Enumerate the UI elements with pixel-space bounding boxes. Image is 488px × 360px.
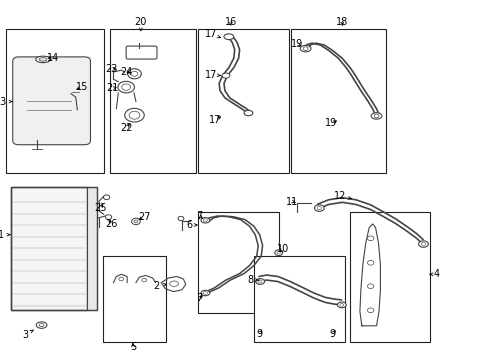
- Ellipse shape: [300, 45, 310, 52]
- Text: 10: 10: [276, 244, 288, 254]
- Text: 17: 17: [204, 29, 220, 39]
- Bar: [11, 187, 86, 310]
- Text: 21: 21: [106, 83, 119, 93]
- Ellipse shape: [418, 241, 427, 247]
- Ellipse shape: [169, 281, 178, 287]
- Text: 19: 19: [290, 39, 303, 49]
- Text: 20: 20: [134, 17, 147, 31]
- Ellipse shape: [142, 278, 146, 282]
- Ellipse shape: [258, 280, 262, 283]
- Text: 17: 17: [204, 70, 220, 80]
- Ellipse shape: [119, 277, 123, 281]
- Ellipse shape: [367, 284, 373, 289]
- Ellipse shape: [339, 303, 343, 306]
- Ellipse shape: [122, 84, 130, 90]
- Text: 26: 26: [105, 219, 118, 229]
- Text: 9: 9: [329, 329, 335, 339]
- Bar: [198, 29, 288, 173]
- Ellipse shape: [276, 251, 280, 254]
- Ellipse shape: [367, 236, 373, 240]
- Text: 1: 1: [0, 230, 10, 240]
- Text: 8: 8: [247, 275, 259, 285]
- Ellipse shape: [203, 219, 207, 222]
- Text: 13: 13: [0, 96, 13, 107]
- Text: 2: 2: [153, 281, 166, 291]
- Bar: [11, 187, 97, 310]
- Ellipse shape: [303, 47, 307, 50]
- Bar: [110, 29, 195, 173]
- Ellipse shape: [131, 218, 140, 225]
- Ellipse shape: [337, 302, 346, 308]
- Ellipse shape: [274, 250, 282, 256]
- Text: 14: 14: [46, 53, 59, 63]
- Ellipse shape: [201, 290, 209, 296]
- Text: 9: 9: [256, 329, 262, 339]
- Ellipse shape: [201, 217, 209, 223]
- Ellipse shape: [316, 207, 321, 210]
- Ellipse shape: [105, 215, 111, 219]
- Text: 11: 11: [285, 197, 298, 207]
- Ellipse shape: [367, 261, 373, 265]
- Bar: [86, 187, 97, 310]
- Ellipse shape: [127, 69, 141, 79]
- Ellipse shape: [129, 111, 140, 119]
- Ellipse shape: [103, 195, 109, 199]
- Ellipse shape: [36, 56, 50, 63]
- Ellipse shape: [373, 114, 378, 118]
- Text: 23: 23: [105, 64, 118, 74]
- Bar: [290, 29, 386, 173]
- Ellipse shape: [36, 322, 47, 328]
- Text: 24: 24: [120, 67, 132, 77]
- Bar: [6, 29, 103, 173]
- Text: 25: 25: [94, 203, 106, 213]
- FancyBboxPatch shape: [126, 46, 157, 59]
- Ellipse shape: [421, 243, 425, 246]
- Text: 18: 18: [335, 17, 348, 27]
- Ellipse shape: [39, 58, 47, 61]
- Ellipse shape: [124, 108, 144, 122]
- Bar: [198, 212, 278, 313]
- Text: 16: 16: [224, 17, 237, 27]
- Text: 12: 12: [333, 191, 351, 201]
- Bar: [254, 256, 344, 342]
- Ellipse shape: [244, 110, 252, 116]
- Ellipse shape: [222, 73, 229, 78]
- FancyBboxPatch shape: [13, 57, 90, 145]
- Text: 17: 17: [208, 114, 221, 125]
- Ellipse shape: [178, 216, 183, 221]
- Ellipse shape: [314, 205, 324, 211]
- Text: 15: 15: [76, 82, 88, 92]
- Text: 7: 7: [196, 293, 202, 303]
- Ellipse shape: [203, 292, 207, 294]
- Ellipse shape: [118, 81, 134, 93]
- Bar: [349, 212, 429, 342]
- Ellipse shape: [224, 34, 233, 40]
- Text: 3: 3: [22, 330, 34, 340]
- Ellipse shape: [131, 71, 138, 76]
- Text: 22: 22: [120, 123, 132, 133]
- Text: 4: 4: [429, 269, 438, 279]
- Bar: [102, 256, 166, 342]
- Ellipse shape: [39, 323, 44, 327]
- Text: 19: 19: [325, 118, 337, 128]
- Ellipse shape: [367, 308, 373, 312]
- Text: 6: 6: [186, 220, 197, 230]
- Text: 5: 5: [130, 342, 136, 352]
- Ellipse shape: [134, 220, 138, 223]
- Ellipse shape: [255, 279, 264, 284]
- Text: 27: 27: [138, 212, 150, 222]
- Ellipse shape: [370, 113, 381, 119]
- Text: 7: 7: [196, 211, 202, 221]
